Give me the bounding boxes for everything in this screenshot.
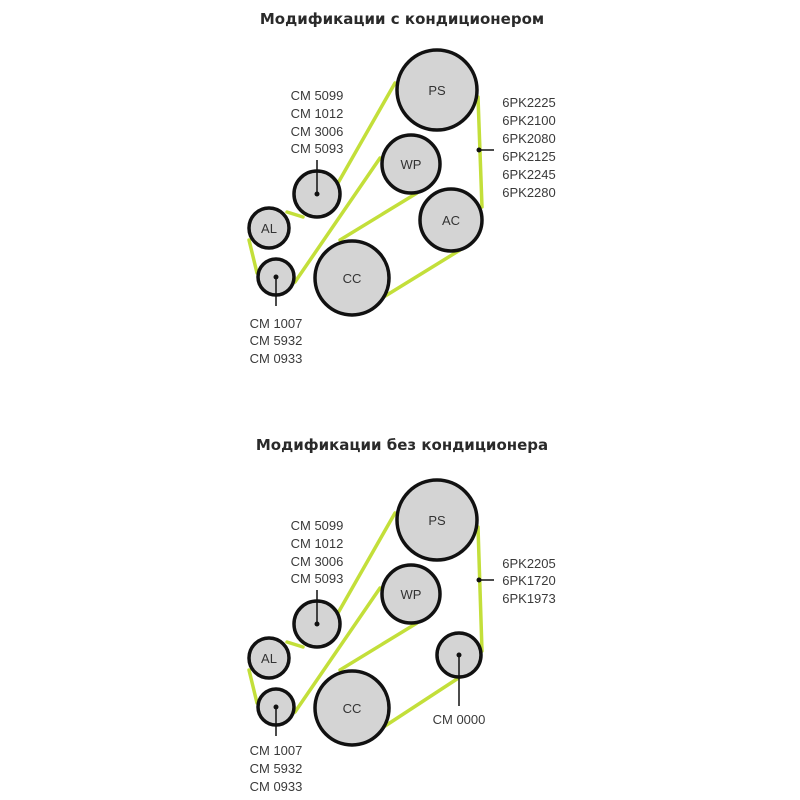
pulley-ps	[395, 478, 479, 562]
pulley-ac	[418, 187, 484, 253]
part-number: CM 0933	[250, 779, 303, 794]
extra-idler-part-number: CM 0000	[433, 712, 486, 727]
idler-dot	[273, 704, 279, 710]
part-number: 6PK2280	[502, 185, 556, 200]
idler-part-list: CM 1007 CM 5932 CM 0933	[250, 743, 303, 794]
extra-idler-dot	[456, 652, 462, 658]
pulley-label-ac: AC	[442, 213, 460, 228]
part-number: CM 5093	[291, 571, 344, 586]
part-number: 6PK1720	[502, 573, 556, 588]
diagram-title: Модификации без кондиционера	[256, 436, 548, 454]
part-number: CM 5093	[291, 141, 344, 156]
part-number: 6PK1973	[502, 591, 556, 606]
diagram-with-ac: Модификации с кондиционером PS WP AC CC …	[247, 10, 556, 366]
idler-dot	[273, 274, 279, 280]
belt-dot	[476, 577, 482, 583]
diagram-without-ac: Модификации без кондиционера PS WP CC AL	[247, 436, 556, 794]
pulley-ps	[395, 48, 479, 132]
part-number: CM 1012	[291, 536, 344, 551]
belt-part-list: 6PK2225 6PK2100 6PK2080 6PK2125 6PK2245 …	[502, 95, 556, 200]
pulley-al	[247, 206, 291, 250]
tensioner-dot	[314, 191, 320, 197]
tensioner-part-list: CM 5099 CM 1012 CM 3006 CM 5093	[291, 518, 344, 586]
part-number: 6PK2100	[502, 113, 556, 128]
part-number: 6PK2125	[502, 149, 556, 164]
pulley-label-wp: WP	[401, 157, 422, 172]
part-number: CM 1007	[250, 743, 303, 758]
pulley-label-cc: CC	[343, 701, 362, 716]
part-number: 6PK2080	[502, 131, 556, 146]
part-number: 6PK2225	[502, 95, 556, 110]
pulley-wp	[380, 563, 442, 625]
part-number: CM 5932	[250, 761, 303, 776]
pulley-label-wp: WP	[401, 587, 422, 602]
part-number: CM 5932	[250, 333, 303, 348]
part-number: CM 3006	[291, 124, 344, 139]
pulley-al	[247, 636, 291, 680]
diagram-title: Модификации с кондиционером	[260, 10, 544, 28]
belt-part-list: 6PK2205 6PK1720 6PK1973	[502, 556, 556, 606]
pulley-cc	[313, 239, 391, 317]
belt	[247, 81, 484, 300]
pulley-wp	[380, 133, 442, 195]
pulley-label-al: AL	[261, 221, 277, 236]
part-number: CM 3006	[291, 554, 344, 569]
tensioner-part-list: CM 5099 CM 1012 CM 3006 CM 5093	[291, 88, 344, 156]
part-number: CM 1012	[291, 106, 344, 121]
part-number: CM 5099	[291, 518, 344, 533]
tensioner-dot	[314, 621, 320, 627]
pulley-label-ps: PS	[428, 513, 446, 528]
part-number: CM 5099	[291, 88, 344, 103]
pulley-label-cc: CC	[343, 271, 362, 286]
idler-part-list: CM 1007 CM 5932 CM 0933	[250, 316, 303, 366]
pulley-cc	[313, 669, 391, 747]
pulley-label-ps: PS	[428, 83, 446, 98]
part-number: 6PK2245	[502, 167, 556, 182]
part-number: CM 0933	[250, 351, 303, 366]
pulley-label-al: AL	[261, 651, 277, 666]
part-number: CM 1007	[250, 316, 303, 331]
belt	[247, 511, 484, 730]
part-number: 6PK2205	[502, 556, 556, 571]
belt-dot	[476, 147, 482, 153]
